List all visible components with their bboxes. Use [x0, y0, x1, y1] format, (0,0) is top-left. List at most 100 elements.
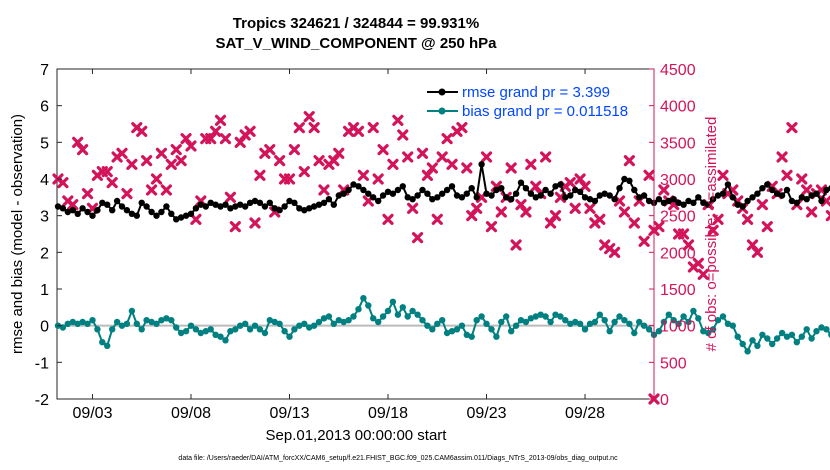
rmse-point [567, 192, 574, 199]
obs-point [638, 235, 650, 247]
bias-point [655, 328, 663, 335]
rmse-point [301, 207, 308, 214]
bias-point [443, 329, 451, 337]
obs-point [796, 173, 808, 185]
rmse-point [719, 190, 727, 197]
bias-series [54, 295, 830, 355]
bias-point [246, 326, 254, 333]
bias-point [729, 322, 736, 329]
obs-point [594, 213, 606, 225]
bias-point [64, 320, 72, 327]
rmse-point [158, 208, 165, 216]
bias-point [453, 326, 461, 333]
chart-title: Tropics 324621 / 324844 = 99.931% [233, 15, 479, 32]
obs-point [421, 169, 434, 181]
rmse-point [419, 186, 426, 194]
bias-point [434, 320, 441, 327]
bias-point [192, 326, 200, 333]
rmse-point [340, 190, 347, 197]
rmse-point [458, 194, 466, 201]
rmse-point [463, 190, 470, 197]
y2-tick-label: 3000 [660, 172, 696, 189]
obs-point [628, 217, 640, 229]
obs-point [554, 191, 567, 203]
legend-bias-marker [438, 107, 446, 115]
rmse-point [645, 197, 653, 205]
rmse-point [320, 199, 328, 206]
y2-tick-label: 4500 [660, 62, 696, 79]
bias-point [616, 313, 623, 320]
obs-point [145, 184, 158, 196]
data-file-footnote: data file: /Users/raeder/DAI/ATM_forcXX/… [178, 455, 618, 462]
rmse-point [759, 185, 766, 192]
obs-point [121, 188, 133, 200]
obs-point [643, 169, 655, 181]
rmse-point [596, 192, 603, 199]
rmse-point [537, 192, 544, 199]
bias-point [217, 333, 224, 340]
bias-point [113, 318, 121, 326]
bias-point [187, 322, 195, 329]
rmse-point [695, 194, 702, 201]
bias-point [439, 317, 446, 324]
rmse-point [429, 196, 436, 203]
bias-point [99, 339, 106, 346]
rmse-point [325, 196, 333, 203]
obs-point [540, 151, 552, 163]
x-tick-label: 09/23 [467, 405, 507, 422]
obs-point [677, 228, 690, 240]
y-tick-label: 0 [40, 319, 49, 336]
rmse-point [177, 214, 185, 221]
rmse-point [281, 203, 288, 210]
bias-point [621, 317, 628, 324]
bias-point [596, 311, 603, 318]
rmse-point [365, 190, 372, 197]
obs-point [185, 140, 197, 152]
rmse-point [163, 203, 170, 210]
bias-point [705, 329, 712, 337]
bias-point [286, 333, 293, 340]
rmse-point [355, 183, 362, 190]
obs-point [584, 202, 596, 214]
bias-point [419, 317, 426, 324]
rmse-point [330, 201, 337, 208]
bias-point [301, 320, 308, 327]
rmse-point [616, 185, 623, 192]
rmse-point [680, 201, 687, 208]
x-tick-label: 09/03 [72, 405, 112, 422]
obs-point [692, 257, 704, 269]
rmse-point [685, 197, 692, 205]
bias-point [355, 306, 362, 313]
obs-point [485, 221, 498, 233]
obs-point [825, 210, 830, 222]
bias-point [581, 326, 589, 333]
bias-point [177, 329, 185, 337]
obs-point [751, 246, 764, 258]
rmse-point [547, 190, 554, 197]
obs-point [658, 184, 670, 196]
bias-point [749, 337, 756, 344]
rmse-point [714, 192, 722, 199]
y-axis-right: 0 500 1000 1500 2000 2500 3000 3500 4000 4500 [649, 62, 696, 409]
bias-point [458, 322, 466, 329]
obs-point [446, 158, 458, 170]
legend: rmse grand pr = 3.399 bias grand pr = 0.… [427, 84, 628, 120]
rmse-point [404, 194, 411, 201]
rmse-point [109, 207, 116, 214]
bias-point [670, 317, 677, 324]
rmse-point [581, 194, 589, 201]
bias-point [685, 318, 692, 326]
obs-point [254, 169, 266, 181]
rmse-point [660, 199, 668, 206]
rmse-point [394, 186, 402, 194]
obs-point [544, 217, 557, 229]
rmse-point [818, 197, 825, 205]
bias-point [414, 311, 421, 318]
rmse-point [557, 181, 564, 188]
rmse-series [54, 161, 830, 223]
bias-point [227, 328, 234, 335]
bias-point [375, 318, 382, 326]
obs-point [308, 122, 320, 134]
obs-point [141, 155, 153, 167]
bias-point [611, 318, 618, 326]
